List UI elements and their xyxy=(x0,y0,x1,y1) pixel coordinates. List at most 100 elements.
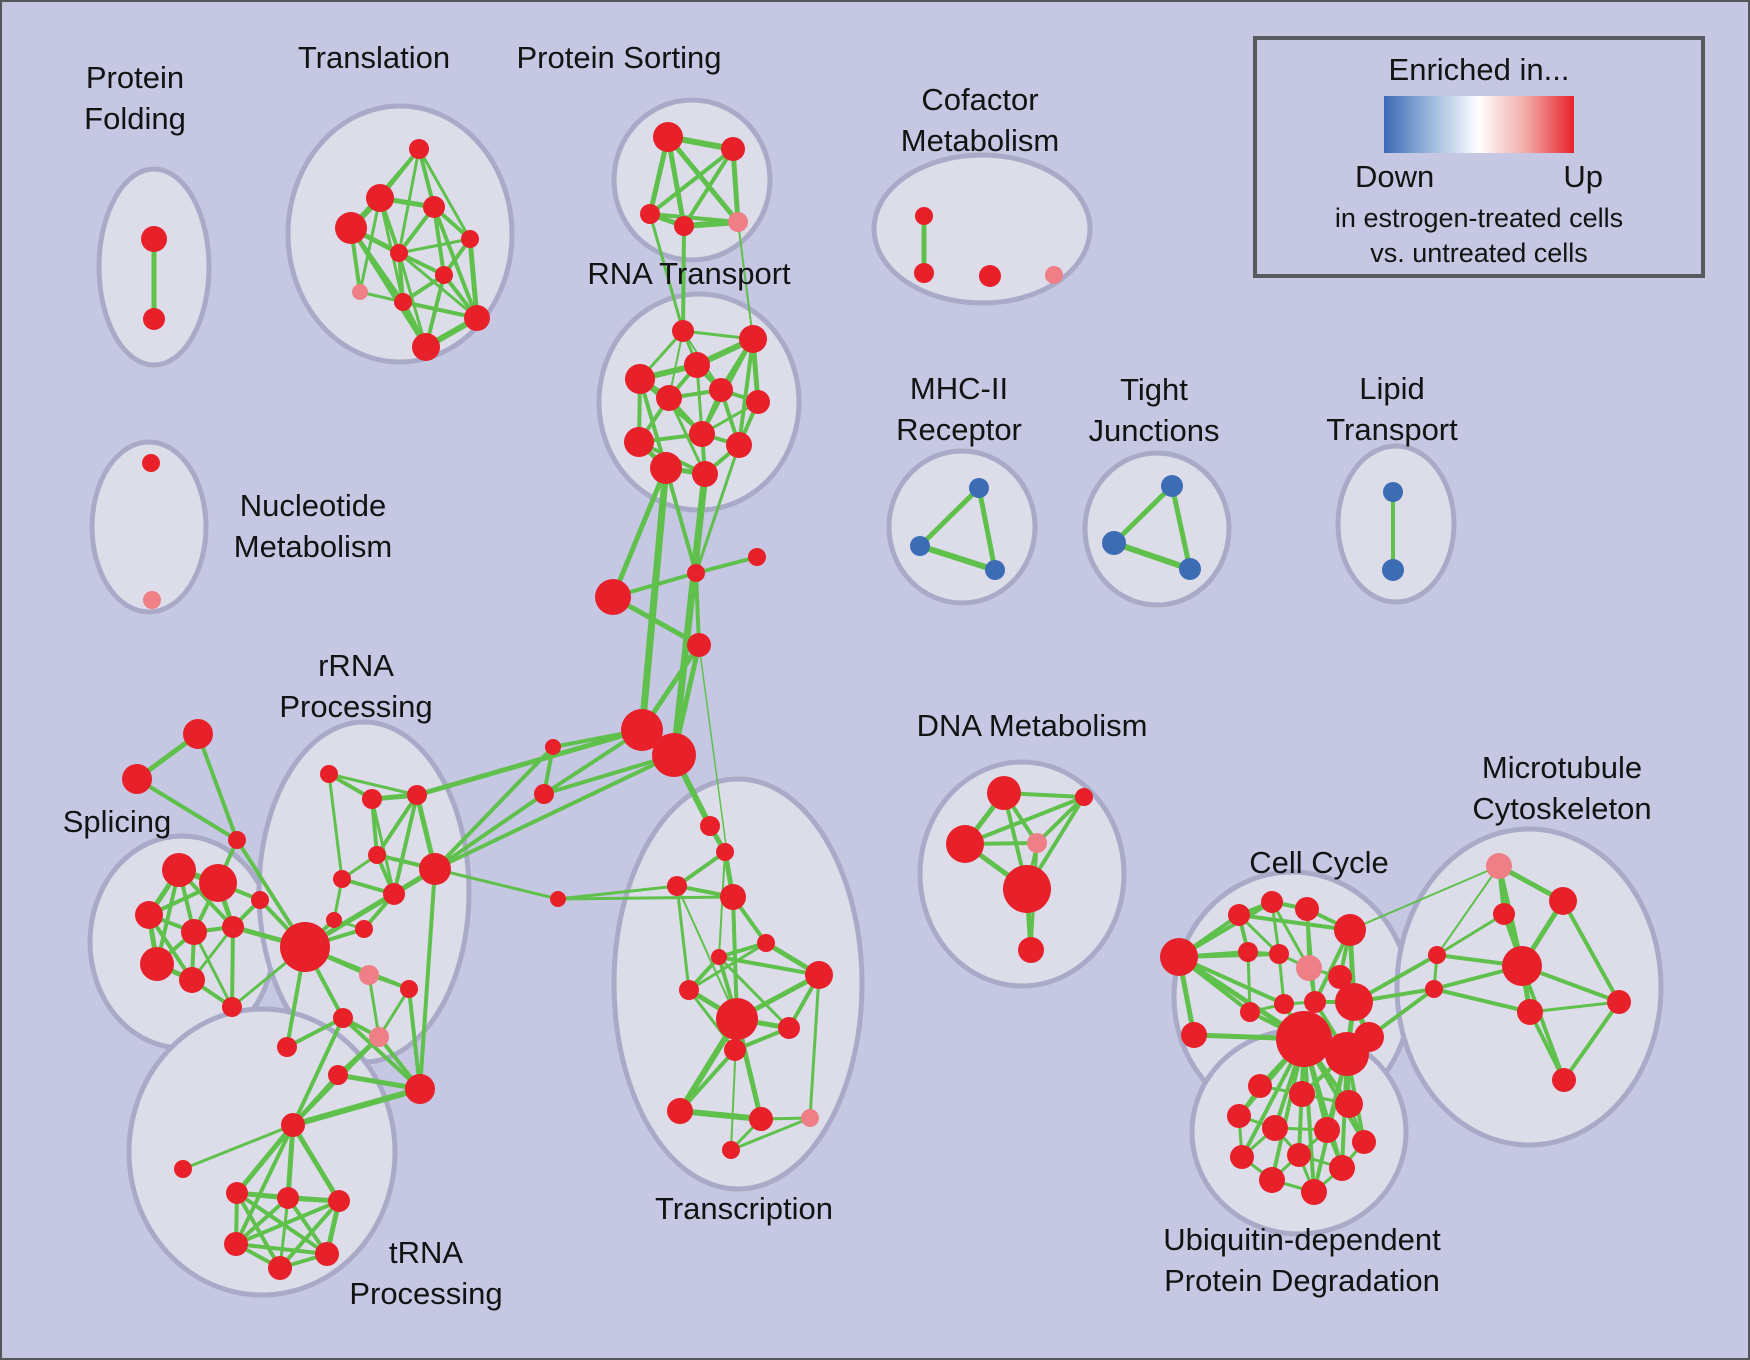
network-node-red xyxy=(328,1065,348,1085)
network-node-blue xyxy=(1102,531,1126,555)
network-edge xyxy=(327,772,344,881)
network-node-red xyxy=(222,997,242,1017)
network-node-red xyxy=(174,1160,192,1178)
network-edge xyxy=(467,236,480,321)
network-edge xyxy=(1561,899,1621,1004)
network-edge xyxy=(675,884,691,992)
cluster-label-splicing: Splicing xyxy=(63,804,172,839)
network-node-red xyxy=(435,266,453,284)
legend-title: Enriched in... xyxy=(1388,52,1570,87)
network-node-red xyxy=(162,853,196,887)
network-node-blue xyxy=(1179,558,1201,580)
network-node-red xyxy=(228,831,246,849)
network-node-red xyxy=(1304,991,1326,1013)
network-node-red xyxy=(689,421,715,447)
network-node-red xyxy=(1181,1022,1207,1048)
network-node-red xyxy=(1018,937,1044,963)
network-node-pink xyxy=(1027,833,1047,853)
cluster-label-cofactor-metabolism: Metabolism xyxy=(901,123,1060,158)
network-node-red xyxy=(405,1074,435,1104)
network-edge xyxy=(1237,913,1352,932)
network-node-red xyxy=(1607,990,1631,1014)
network-node-red xyxy=(1287,1143,1311,1167)
network-edge xyxy=(665,134,687,229)
cluster-label-translation: Translation xyxy=(298,40,450,75)
network-node-blue xyxy=(969,478,989,498)
network-node-red xyxy=(412,333,440,361)
network-node-red xyxy=(692,461,718,487)
legend-up-label: Up xyxy=(1563,159,1603,194)
network-node-red xyxy=(1425,980,1443,998)
network-node-red xyxy=(464,305,490,331)
network-node-pink xyxy=(143,591,161,609)
network-edge xyxy=(1111,483,1175,546)
network-edge xyxy=(327,772,419,797)
network-node-red xyxy=(672,320,694,342)
network-edge xyxy=(677,1108,764,1122)
network-edge xyxy=(717,955,791,1030)
network-node-red xyxy=(400,980,418,998)
network-node-red xyxy=(946,825,984,863)
cluster-label-lipid-transport: Lipid xyxy=(1359,371,1425,406)
network-node-red xyxy=(1517,999,1543,1025)
network-node-red xyxy=(281,1113,305,1137)
network-node-red xyxy=(1328,965,1352,989)
network-edge xyxy=(1432,987,1532,1014)
network-node-red xyxy=(140,947,174,981)
cluster-label-microtubule-cytoskeleton: Cytoskeleton xyxy=(1472,791,1651,826)
network-node-red xyxy=(624,427,654,457)
network-edge xyxy=(963,795,1086,846)
network-node-red xyxy=(748,548,766,566)
network-node-red xyxy=(179,967,205,993)
network-node-red xyxy=(709,378,733,402)
network-edge xyxy=(392,793,419,896)
network-node-red xyxy=(181,919,207,945)
network-node-red xyxy=(366,184,394,212)
network-node-red xyxy=(1276,1011,1332,1067)
network-node-pink xyxy=(1045,266,1063,284)
network-edge xyxy=(235,1191,282,1270)
network-node-blue xyxy=(1161,475,1183,497)
network-node-red xyxy=(122,764,152,794)
network-node-red xyxy=(1075,788,1093,806)
network-edge xyxy=(407,987,422,1091)
network-node-red xyxy=(222,916,244,938)
cluster-label-tight-junctions: Tight xyxy=(1120,372,1188,407)
network-edge xyxy=(181,1123,295,1171)
cluster-label-cofactor-metabolism: Cofactor xyxy=(921,82,1038,117)
network-node-red xyxy=(653,122,683,152)
network-edge xyxy=(432,205,479,320)
network-node-red xyxy=(722,1141,740,1159)
network-node-red xyxy=(1259,1167,1285,1193)
network-node-red xyxy=(652,733,696,777)
cluster-label-mhc-ii-receptor: Receptor xyxy=(896,412,1022,447)
network-node-red xyxy=(1240,1002,1260,1022)
network-node-red xyxy=(335,212,367,244)
network-node-red xyxy=(720,884,746,910)
cluster-label-trna-processing: Processing xyxy=(349,1276,502,1311)
network-node-red xyxy=(268,1256,292,1280)
network-node-red xyxy=(251,891,269,909)
network-node-red xyxy=(461,230,479,248)
network-edge xyxy=(290,1086,423,1128)
network-node-red xyxy=(1428,946,1446,964)
network-edge xyxy=(234,1199,341,1246)
network-node-red xyxy=(320,765,338,783)
network-edge xyxy=(729,1116,812,1152)
cluster-label-rrna-processing: Processing xyxy=(279,689,432,724)
network-node-pink xyxy=(352,284,368,300)
network-node-red xyxy=(1269,944,1289,964)
network-edge xyxy=(808,973,821,1120)
network-edge xyxy=(433,745,555,871)
network-edge xyxy=(367,973,381,1039)
network-edge xyxy=(230,925,235,1009)
network-edge xyxy=(234,1123,295,1246)
network-edge xyxy=(397,251,479,320)
network-node-red xyxy=(778,1017,800,1039)
network-node-red xyxy=(423,196,445,218)
network-edge xyxy=(1035,795,1086,845)
network-edge xyxy=(135,777,239,842)
network-node-red xyxy=(914,263,934,283)
network-edge xyxy=(694,443,741,575)
legend-gradient-bar xyxy=(1384,96,1574,153)
